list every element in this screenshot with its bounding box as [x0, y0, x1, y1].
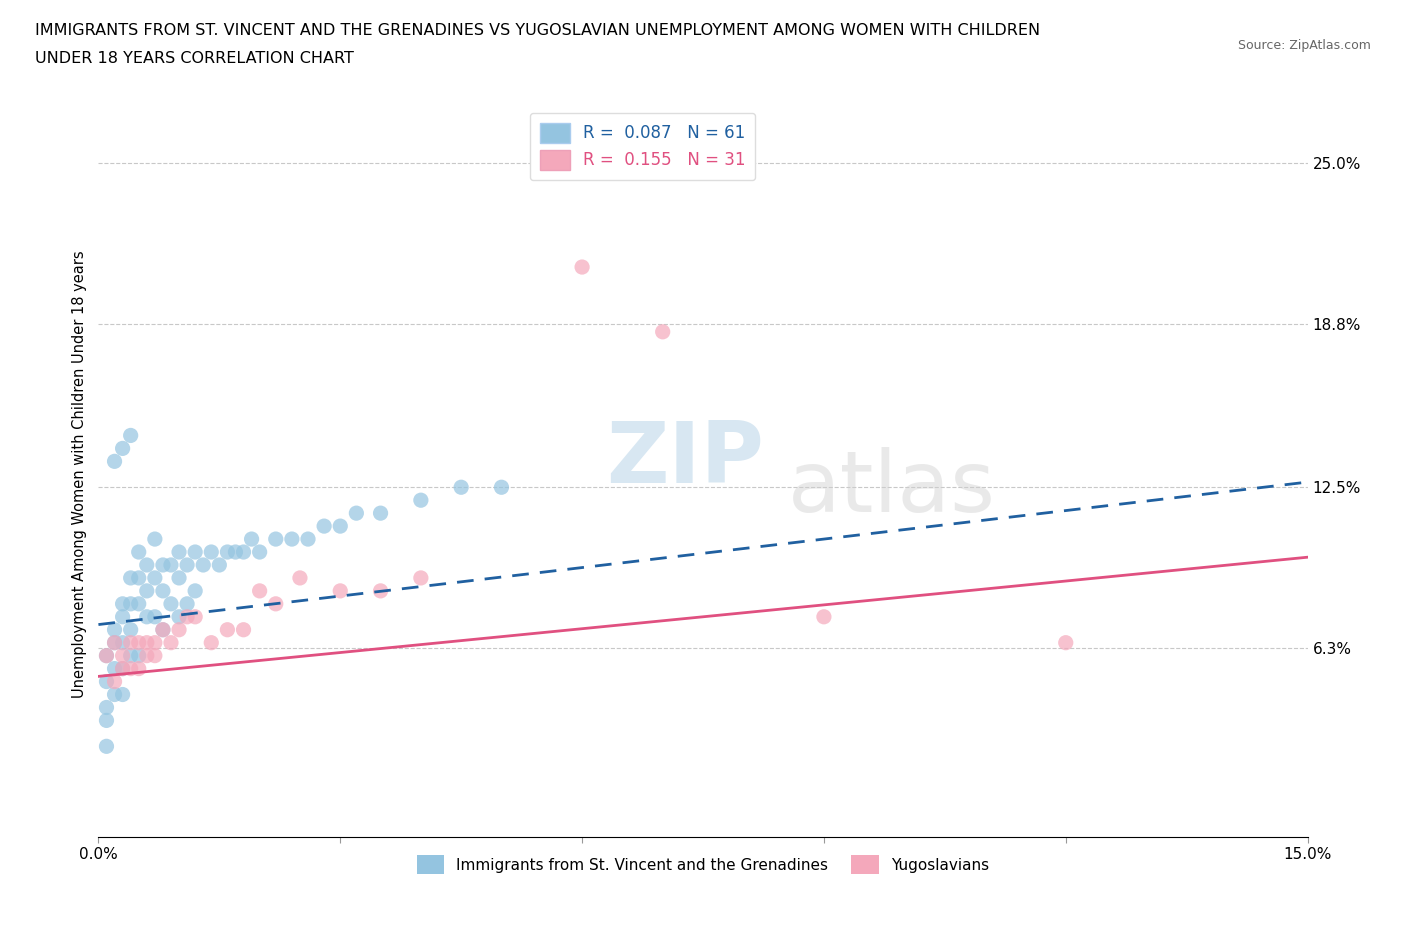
Point — [176, 558, 198, 573]
Point — [249, 583, 271, 598]
Point — [651, 325, 673, 339]
Text: atlas: atlas — [787, 447, 995, 530]
Point — [167, 570, 190, 585]
Point — [344, 506, 367, 521]
Point — [128, 635, 150, 650]
Point — [232, 622, 254, 637]
Point — [111, 635, 134, 650]
Point — [200, 635, 222, 650]
Legend: Immigrants from St. Vincent and the Grenadines, Yugoslavians: Immigrants from St. Vincent and the Gren… — [411, 849, 995, 880]
Point — [329, 519, 352, 534]
Text: ZIP: ZIP — [606, 418, 763, 501]
Point — [200, 545, 222, 560]
Point — [103, 454, 125, 469]
Point — [152, 558, 174, 573]
Point — [224, 545, 246, 560]
Text: UNDER 18 YEARS CORRELATION CHART: UNDER 18 YEARS CORRELATION CHART — [35, 51, 354, 66]
Point — [120, 428, 142, 443]
Point — [111, 687, 134, 702]
Point — [96, 700, 118, 715]
Point — [1054, 635, 1077, 650]
Point — [111, 661, 134, 676]
Point — [409, 570, 432, 585]
Point — [96, 713, 118, 728]
Point — [176, 609, 198, 624]
Point — [135, 558, 157, 573]
Point — [143, 532, 166, 547]
Point — [264, 596, 287, 611]
Point — [571, 259, 593, 274]
Point — [135, 583, 157, 598]
Point — [120, 661, 142, 676]
Point — [111, 441, 134, 456]
Point — [160, 635, 183, 650]
Point — [96, 648, 118, 663]
Point — [813, 609, 835, 624]
Point — [184, 609, 207, 624]
Text: Source: ZipAtlas.com: Source: ZipAtlas.com — [1237, 39, 1371, 52]
Text: IMMIGRANTS FROM ST. VINCENT AND THE GRENADINES VS YUGOSLAVIAN UNEMPLOYMENT AMONG: IMMIGRANTS FROM ST. VINCENT AND THE GREN… — [35, 23, 1040, 38]
Point — [450, 480, 472, 495]
Point — [288, 570, 311, 585]
Point — [96, 674, 118, 689]
Y-axis label: Unemployment Among Women with Children Under 18 years: Unemployment Among Women with Children U… — [72, 250, 87, 698]
Point — [103, 635, 125, 650]
Point — [217, 545, 239, 560]
Point — [232, 545, 254, 560]
Point — [143, 635, 166, 650]
Point — [370, 583, 392, 598]
Point — [111, 609, 134, 624]
Point — [111, 648, 134, 663]
Point — [120, 635, 142, 650]
Point — [143, 570, 166, 585]
Point — [143, 609, 166, 624]
Point — [217, 622, 239, 637]
Point — [120, 648, 142, 663]
Point — [167, 622, 190, 637]
Point — [491, 480, 513, 495]
Point — [281, 532, 304, 547]
Point — [143, 648, 166, 663]
Point — [152, 622, 174, 637]
Point — [128, 570, 150, 585]
Point — [135, 635, 157, 650]
Point — [208, 558, 231, 573]
Point — [329, 583, 352, 598]
Point — [264, 532, 287, 547]
Point — [176, 596, 198, 611]
Point — [128, 648, 150, 663]
Point — [128, 545, 150, 560]
Point — [297, 532, 319, 547]
Point — [167, 609, 190, 624]
Point — [135, 609, 157, 624]
Point — [128, 661, 150, 676]
Point — [103, 635, 125, 650]
Point — [184, 583, 207, 598]
Point — [160, 558, 183, 573]
Point — [96, 738, 118, 753]
Point — [120, 596, 142, 611]
Point — [103, 687, 125, 702]
Point — [184, 545, 207, 560]
Point — [135, 648, 157, 663]
Point — [96, 648, 118, 663]
Point — [128, 596, 150, 611]
Point — [111, 661, 134, 676]
Point — [152, 583, 174, 598]
Point — [249, 545, 271, 560]
Point — [120, 622, 142, 637]
Point — [240, 532, 263, 547]
Point — [370, 506, 392, 521]
Point — [103, 661, 125, 676]
Point — [111, 596, 134, 611]
Point — [103, 622, 125, 637]
Point — [409, 493, 432, 508]
Point — [103, 674, 125, 689]
Point — [167, 545, 190, 560]
Point — [193, 558, 215, 573]
Point — [314, 519, 336, 534]
Point — [160, 596, 183, 611]
Point — [120, 570, 142, 585]
Point — [152, 622, 174, 637]
